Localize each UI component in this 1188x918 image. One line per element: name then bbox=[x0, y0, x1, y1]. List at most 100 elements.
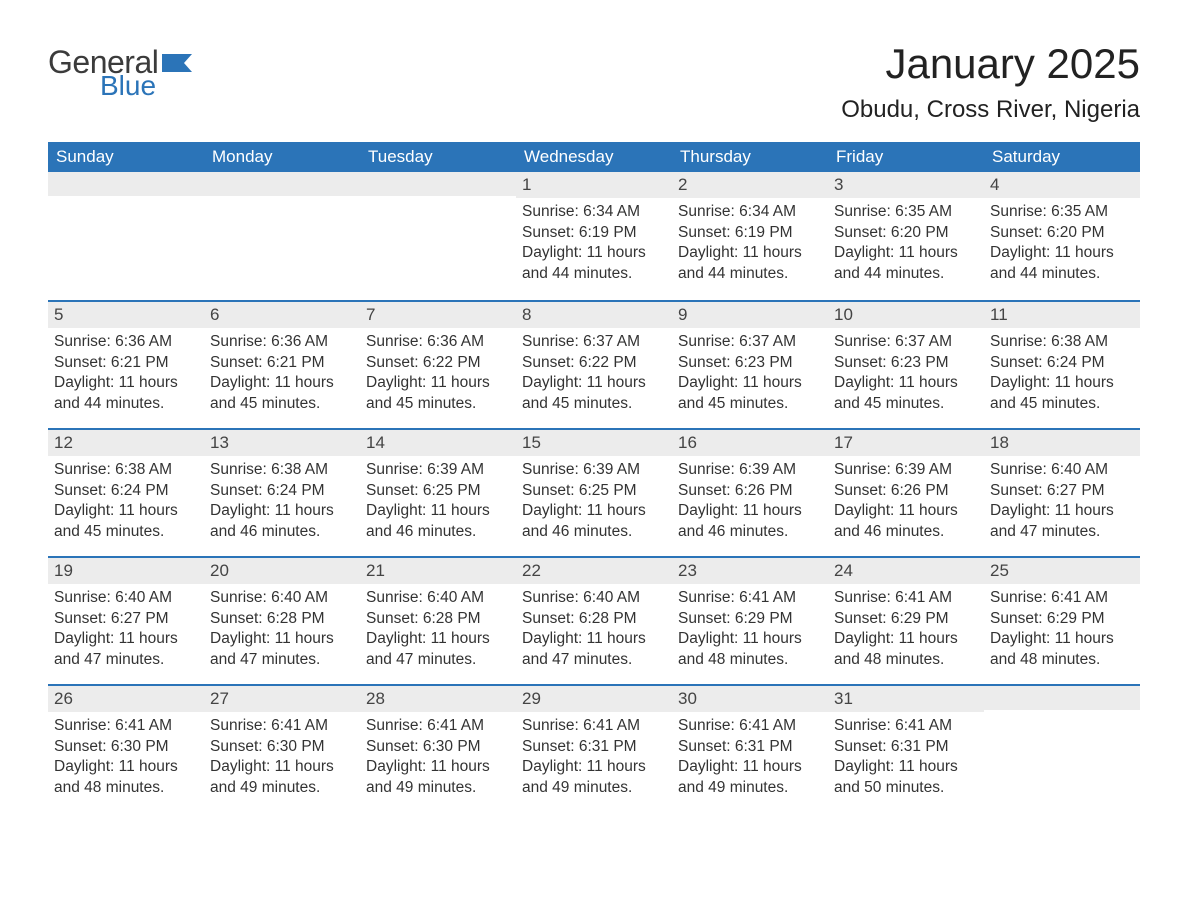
daylight-label: Daylight: bbox=[54, 502, 119, 519]
sunrise-value: 6:40 AM bbox=[583, 589, 640, 606]
sunrise-label: Sunrise: bbox=[834, 589, 895, 606]
weekday-header: Wednesday bbox=[516, 142, 672, 172]
calendar-day bbox=[204, 172, 360, 300]
daylight-label: Daylight: bbox=[210, 630, 275, 647]
daylight-label: Daylight: bbox=[522, 502, 587, 519]
sunrise-label: Sunrise: bbox=[210, 461, 271, 478]
sunset-label: Sunset: bbox=[678, 738, 735, 755]
sunset-label: Sunset: bbox=[834, 482, 891, 499]
sunset-label: Sunset: bbox=[990, 354, 1047, 371]
sunset: Sunset: 6:25 PM bbox=[366, 481, 510, 501]
sunrise-value: 6:34 AM bbox=[739, 203, 796, 220]
calendar-day: 30Sunrise: 6:41 AMSunset: 6:31 PMDayligh… bbox=[672, 686, 828, 812]
sunset-label: Sunset: bbox=[366, 738, 423, 755]
sunrise-label: Sunrise: bbox=[210, 589, 271, 606]
day-number: 29 bbox=[516, 686, 672, 712]
sunrise-value: 6:41 AM bbox=[739, 717, 796, 734]
sunset-label: Sunset: bbox=[210, 482, 267, 499]
weekday-header: Monday bbox=[204, 142, 360, 172]
daylight: Daylight: 11 hours and 46 minutes. bbox=[678, 501, 822, 542]
sunrise-value: 6:34 AM bbox=[583, 203, 640, 220]
sunset-value: 6:20 PM bbox=[891, 224, 949, 241]
daylight: Daylight: 11 hours and 48 minutes. bbox=[678, 629, 822, 670]
sunset: Sunset: 6:20 PM bbox=[834, 223, 978, 243]
calendar-day: 31Sunrise: 6:41 AMSunset: 6:31 PMDayligh… bbox=[828, 686, 984, 812]
calendar-day: 16Sunrise: 6:39 AMSunset: 6:26 PMDayligh… bbox=[672, 430, 828, 556]
day-number: 12 bbox=[48, 430, 204, 456]
sunrise: Sunrise: 6:34 AM bbox=[678, 202, 822, 222]
calendar-day: 4Sunrise: 6:35 AMSunset: 6:20 PMDaylight… bbox=[984, 172, 1140, 300]
daylight: Daylight: 11 hours and 47 minutes. bbox=[210, 629, 354, 670]
sunset-label: Sunset: bbox=[54, 482, 111, 499]
sunset-value: 6:30 PM bbox=[423, 738, 481, 755]
daylight: Daylight: 11 hours and 45 minutes. bbox=[366, 373, 510, 414]
daylight-label: Daylight: bbox=[990, 630, 1055, 647]
sunset: Sunset: 6:28 PM bbox=[366, 609, 510, 629]
calendar-day: 11Sunrise: 6:38 AMSunset: 6:24 PMDayligh… bbox=[984, 302, 1140, 428]
sunrise-value: 6:41 AM bbox=[271, 717, 328, 734]
calendar-day: 23Sunrise: 6:41 AMSunset: 6:29 PMDayligh… bbox=[672, 558, 828, 684]
sunrise-value: 6:41 AM bbox=[1051, 589, 1108, 606]
sunset-label: Sunset: bbox=[366, 610, 423, 627]
day-number: 27 bbox=[204, 686, 360, 712]
sunrise: Sunrise: 6:37 AM bbox=[678, 332, 822, 352]
daylight-label: Daylight: bbox=[366, 502, 431, 519]
calendar-day: 28Sunrise: 6:41 AMSunset: 6:30 PMDayligh… bbox=[360, 686, 516, 812]
sunrise-value: 6:37 AM bbox=[895, 333, 952, 350]
sunset-label: Sunset: bbox=[678, 610, 735, 627]
weekday-header-row: SundayMondayTuesdayWednesdayThursdayFrid… bbox=[48, 142, 1140, 172]
day-number: 3 bbox=[828, 172, 984, 198]
daylight-label: Daylight: bbox=[54, 630, 119, 647]
day-number: 28 bbox=[360, 686, 516, 712]
sunrise: Sunrise: 6:34 AM bbox=[522, 202, 666, 222]
week-row: 19Sunrise: 6:40 AMSunset: 6:27 PMDayligh… bbox=[48, 556, 1140, 684]
sunrise-value: 6:41 AM bbox=[739, 589, 796, 606]
sunset: Sunset: 6:24 PM bbox=[54, 481, 198, 501]
sunrise: Sunrise: 6:36 AM bbox=[366, 332, 510, 352]
daylight: Daylight: 11 hours and 47 minutes. bbox=[990, 501, 1134, 542]
sunrise-value: 6:39 AM bbox=[427, 461, 484, 478]
sunrise: Sunrise: 6:40 AM bbox=[54, 588, 198, 608]
day-number: 6 bbox=[204, 302, 360, 328]
week-row: 12Sunrise: 6:38 AMSunset: 6:24 PMDayligh… bbox=[48, 428, 1140, 556]
sunset-value: 6:21 PM bbox=[111, 354, 169, 371]
sunrise-value: 6:40 AM bbox=[271, 589, 328, 606]
daylight-label: Daylight: bbox=[522, 374, 587, 391]
sunset-value: 6:21 PM bbox=[267, 354, 325, 371]
sunrise-value: 6:40 AM bbox=[427, 589, 484, 606]
sunrise-label: Sunrise: bbox=[990, 333, 1051, 350]
sunset: Sunset: 6:30 PM bbox=[210, 737, 354, 757]
day-number: 24 bbox=[828, 558, 984, 584]
sunrise: Sunrise: 6:41 AM bbox=[834, 716, 978, 736]
daylight: Daylight: 11 hours and 49 minutes. bbox=[522, 757, 666, 798]
daylight: Daylight: 11 hours and 50 minutes. bbox=[834, 757, 978, 798]
daylight: Daylight: 11 hours and 48 minutes. bbox=[990, 629, 1134, 670]
daylight: Daylight: 11 hours and 49 minutes. bbox=[366, 757, 510, 798]
sunrise-value: 6:35 AM bbox=[1051, 203, 1108, 220]
day-number: 18 bbox=[984, 430, 1140, 456]
sunset-label: Sunset: bbox=[54, 610, 111, 627]
day-number: 26 bbox=[48, 686, 204, 712]
sunrise-value: 6:38 AM bbox=[271, 461, 328, 478]
daylight-label: Daylight: bbox=[210, 758, 275, 775]
sunrise: Sunrise: 6:38 AM bbox=[990, 332, 1134, 352]
day-number: 22 bbox=[516, 558, 672, 584]
sunset-value: 6:23 PM bbox=[891, 354, 949, 371]
sunrise-label: Sunrise: bbox=[210, 333, 271, 350]
daylight-label: Daylight: bbox=[522, 244, 587, 261]
sunrise-value: 6:41 AM bbox=[427, 717, 484, 734]
sunset: Sunset: 6:27 PM bbox=[54, 609, 198, 629]
sunrise: Sunrise: 6:41 AM bbox=[210, 716, 354, 736]
sunrise: Sunrise: 6:38 AM bbox=[210, 460, 354, 480]
title-block: January 2025 Obudu, Cross River, Nigeria bbox=[841, 40, 1140, 124]
calendar-day: 8Sunrise: 6:37 AMSunset: 6:22 PMDaylight… bbox=[516, 302, 672, 428]
daylight-label: Daylight: bbox=[990, 374, 1055, 391]
sunset: Sunset: 6:21 PM bbox=[54, 353, 198, 373]
sunrise: Sunrise: 6:39 AM bbox=[522, 460, 666, 480]
day-number: 13 bbox=[204, 430, 360, 456]
daylight: Daylight: 11 hours and 46 minutes. bbox=[366, 501, 510, 542]
daylight: Daylight: 11 hours and 47 minutes. bbox=[54, 629, 198, 670]
calendar-day: 5Sunrise: 6:36 AMSunset: 6:21 PMDaylight… bbox=[48, 302, 204, 428]
weekday-header: Tuesday bbox=[360, 142, 516, 172]
sunset-label: Sunset: bbox=[522, 610, 579, 627]
